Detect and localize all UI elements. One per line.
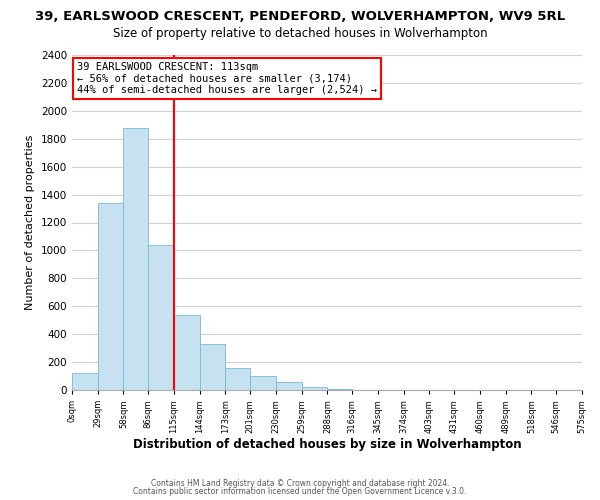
Bar <box>200 344 226 390</box>
Y-axis label: Number of detached properties: Number of detached properties <box>25 135 35 310</box>
Text: Contains HM Land Registry data © Crown copyright and database right 2024.: Contains HM Land Registry data © Crown c… <box>151 478 449 488</box>
Bar <box>98 203 124 390</box>
Bar <box>148 245 174 390</box>
Bar <box>174 314 200 390</box>
Bar <box>226 368 250 390</box>
Bar <box>72 373 98 390</box>
Bar <box>328 388 352 390</box>
Text: Size of property relative to detached houses in Wolverhampton: Size of property relative to detached ho… <box>113 28 487 40</box>
Text: Contains public sector information licensed under the Open Government Licence v.: Contains public sector information licen… <box>133 487 467 496</box>
Bar <box>302 386 328 390</box>
Text: 39, EARLSWOOD CRESCENT, PENDEFORD, WOLVERHAMPTON, WV9 5RL: 39, EARLSWOOD CRESCENT, PENDEFORD, WOLVE… <box>35 10 565 23</box>
Bar <box>276 382 302 390</box>
Text: 39 EARLSWOOD CRESCENT: 113sqm
← 56% of detached houses are smaller (3,174)
44% o: 39 EARLSWOOD CRESCENT: 113sqm ← 56% of d… <box>77 62 377 95</box>
Bar <box>250 376 276 390</box>
Bar <box>124 128 148 390</box>
X-axis label: Distribution of detached houses by size in Wolverhampton: Distribution of detached houses by size … <box>133 438 521 452</box>
